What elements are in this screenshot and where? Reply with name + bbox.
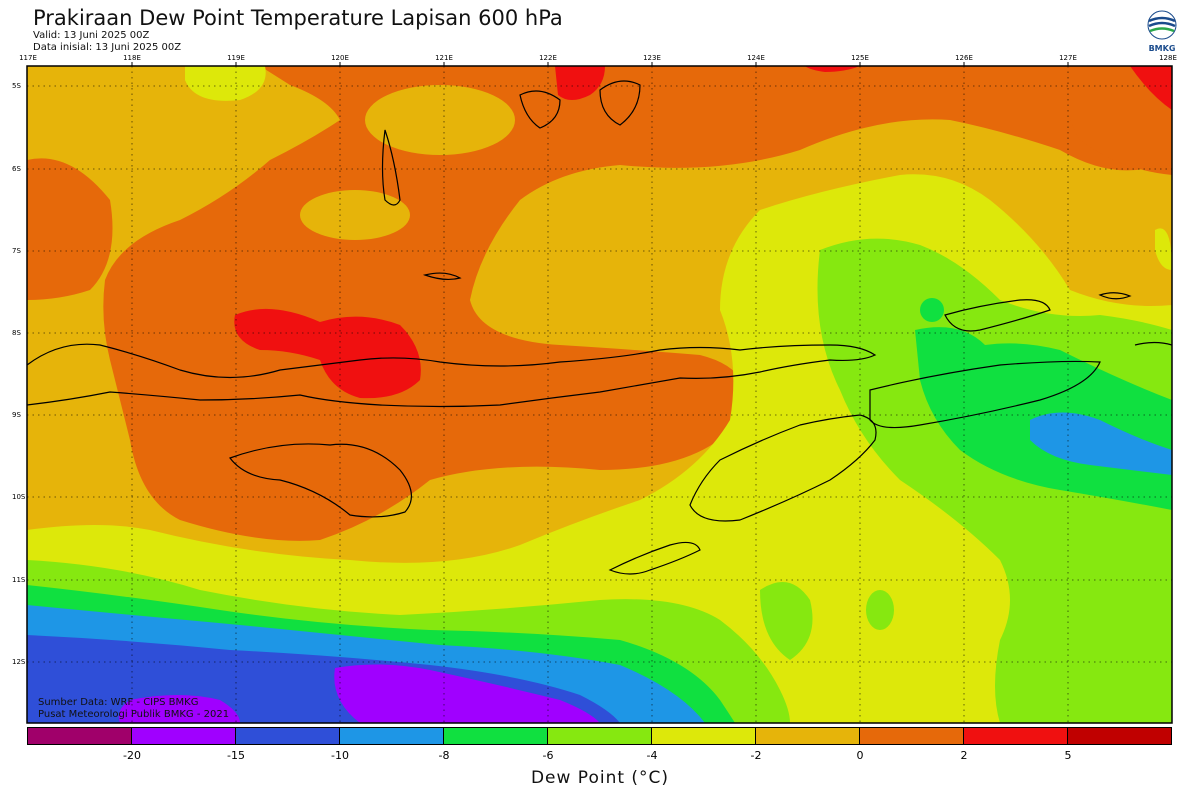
colorbar-tick: 5 bbox=[1064, 749, 1072, 762]
field-orange-north bbox=[103, 66, 1172, 541]
data-source-credit: Sumber Data: WRF - CIPS BMKG bbox=[38, 697, 199, 708]
colorbar-tick: 2 bbox=[960, 749, 968, 762]
lon-label: 119E bbox=[227, 54, 245, 62]
lat-label: 11S bbox=[12, 576, 26, 584]
lon-label: 126E bbox=[955, 54, 973, 62]
colorbar-tick: -6 bbox=[542, 749, 554, 762]
lon-label: 117E bbox=[19, 54, 37, 62]
field-orange-east bbox=[1066, 66, 1172, 175]
colorbar-tick: -15 bbox=[227, 749, 245, 762]
lat-label: 5S bbox=[12, 82, 21, 90]
lat-label: 6S bbox=[12, 165, 21, 173]
publisher-credit: Pusat Meteorologi Publik BMKG - 2021 bbox=[38, 709, 230, 720]
graticule bbox=[27, 66, 1172, 723]
bmkg-logo-text: BMKG bbox=[1148, 44, 1176, 53]
colorbar-swatch bbox=[964, 728, 1068, 744]
field-lightblue bbox=[1030, 412, 1172, 475]
colorbar-swatch bbox=[652, 728, 756, 744]
valid-time: Valid: 13 Juni 2025 00Z bbox=[33, 30, 150, 41]
colorbar-tick: -8 bbox=[438, 749, 450, 762]
bmkg-logo-icon bbox=[1147, 10, 1177, 40]
colorbar-tick: -20 bbox=[123, 749, 141, 762]
lon-label: 118E bbox=[123, 54, 141, 62]
field-orange-west bbox=[27, 158, 113, 300]
lat-label: 10S bbox=[12, 493, 26, 501]
lon-label: 123E bbox=[643, 54, 661, 62]
colorbar-swatch bbox=[236, 728, 340, 744]
colorbar-swatch bbox=[28, 728, 132, 744]
lon-label: 121E bbox=[435, 54, 453, 62]
colorbar-swatch bbox=[340, 728, 444, 744]
colorbar-swatch bbox=[548, 728, 652, 744]
lat-label: 7S bbox=[12, 247, 21, 255]
field-red-center bbox=[234, 308, 421, 399]
lon-label: 127E bbox=[1059, 54, 1077, 62]
lon-label: 124E bbox=[747, 54, 765, 62]
lat-label: 12S bbox=[12, 658, 26, 666]
bmkg-logo: BMKG bbox=[1144, 10, 1180, 53]
colorbar-label: Dew Point (°C) bbox=[530, 768, 670, 788]
init-time: Data inisial: 13 Juni 2025 00Z bbox=[33, 42, 182, 53]
colorbar-tick: -10 bbox=[331, 749, 349, 762]
lat-label: 9S bbox=[12, 411, 21, 419]
colorbar-swatch bbox=[1068, 728, 1171, 744]
lat-label: 8S bbox=[12, 329, 21, 337]
lon-label: 128E bbox=[1159, 54, 1177, 62]
coastlines bbox=[27, 80, 1172, 575]
colorbar-tick: -4 bbox=[646, 749, 658, 762]
lon-label: 125E bbox=[851, 54, 869, 62]
lon-label: 120E bbox=[331, 54, 349, 62]
colorbar-swatch bbox=[860, 728, 964, 744]
colorbar-tick: 0 bbox=[856, 749, 864, 762]
page-title: Prakiraan Dew Point Temperature Lapisan … bbox=[33, 6, 563, 30]
colorbar-swatch bbox=[756, 728, 860, 744]
field-lightgreen bbox=[817, 238, 1172, 723]
colorbar bbox=[27, 727, 1172, 745]
colorbar-swatch bbox=[132, 728, 236, 744]
lon-label: 122E bbox=[539, 54, 557, 62]
colorbar-swatch bbox=[444, 728, 548, 744]
field-purple bbox=[334, 664, 600, 723]
colorbar-tick: -2 bbox=[750, 749, 762, 762]
